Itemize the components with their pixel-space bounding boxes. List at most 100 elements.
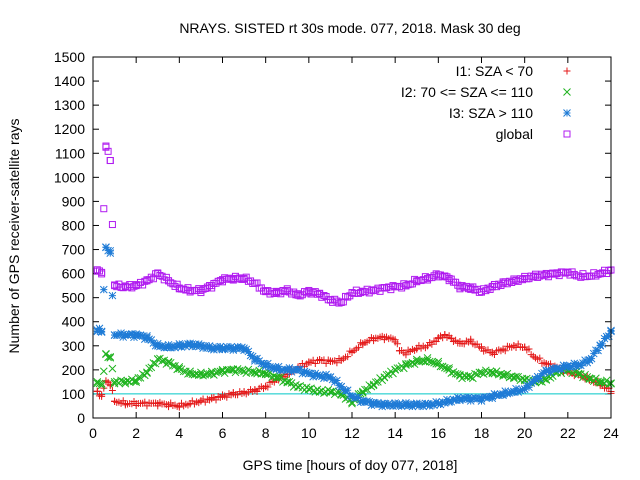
data-point [99,367,108,376]
y-tick-label: 300 [62,338,86,354]
data-point [132,400,140,408]
data-point [145,364,153,373]
data-point [197,286,205,294]
legend-marker [563,109,571,117]
x-tick-label: 12 [344,425,360,441]
data-point [160,356,169,365]
data-point [467,284,475,292]
data-point [326,388,335,397]
data-point [117,329,125,337]
data-point [363,385,371,394]
data-point [143,333,151,342]
data-point [447,335,455,343]
data-point [210,279,218,287]
y-tick-label: 800 [62,217,86,233]
data-point [391,400,400,409]
data-point [184,339,192,348]
data-point [141,398,149,406]
data-point [553,270,561,278]
data-point [272,289,280,297]
data-point [425,357,434,366]
data-point [315,387,324,396]
data-point [604,332,613,340]
data-point [106,156,114,164]
x-tick-label: 6 [219,425,227,441]
data-point [488,392,497,401]
data-point [538,369,546,378]
data-point [333,376,341,385]
data-point [471,369,479,378]
data-point [97,327,106,336]
data-point [598,378,607,386]
data-point [370,286,378,294]
y-tick-label: 1200 [54,121,85,137]
legend-marker [563,88,571,96]
data-point [108,291,117,300]
data-point [596,378,605,386]
data-point [132,331,141,339]
data-point [229,366,238,374]
y-tick-label: 400 [62,314,86,330]
data-point [467,337,475,345]
data-point [546,368,555,377]
y-tick-label: 0 [77,410,85,426]
y-tick-label: 900 [62,193,86,209]
data-point [393,340,401,348]
data-point [585,272,593,280]
data-point [259,369,268,377]
data-point [305,359,313,367]
data-point [121,283,129,291]
x-axis-ticks: 0 2 4 6 8 10 12 14 16 18 20 22 24 [89,57,619,441]
data-point [531,272,539,280]
data-point [557,365,566,374]
data-point [478,288,485,296]
data-point [266,363,274,371]
data-point [272,373,281,381]
data-point [199,371,207,380]
data-point [374,378,382,386]
data-point [333,359,341,367]
data-point [589,349,598,358]
data-point [130,377,138,386]
data-point [344,293,352,301]
data-point [251,355,259,363]
data-point [363,285,371,293]
data-point [242,273,250,281]
data-point [218,367,227,375]
data-point [110,378,119,386]
data-point [100,205,108,213]
data-point [93,267,101,275]
y-tick-label: 500 [62,290,86,306]
data-point [505,389,514,397]
data-point [478,344,485,352]
data-point [548,364,557,372]
data-point [143,277,151,285]
data-point [93,388,101,396]
data-point [378,284,386,292]
data-point [208,282,216,290]
data-point [335,381,343,390]
data-point [428,358,436,366]
data-point [190,287,198,295]
data-point [430,358,438,367]
y-tick-label: 100 [62,386,86,402]
data-point [223,393,231,401]
data-point [102,377,110,385]
data-point [535,374,544,383]
data-point [294,291,302,299]
x-tick-label: 8 [262,425,270,441]
data-point [363,397,371,405]
data-point [434,335,442,343]
data-point [102,243,110,251]
data-point [199,285,207,293]
data-point [380,333,388,341]
data-point [294,366,302,374]
data-point [596,270,604,278]
data-point [208,395,216,403]
data-point [510,387,518,396]
x-tick-label: 20 [517,425,533,441]
data-point [424,274,432,282]
data-point [605,266,613,274]
data-point [348,392,356,401]
